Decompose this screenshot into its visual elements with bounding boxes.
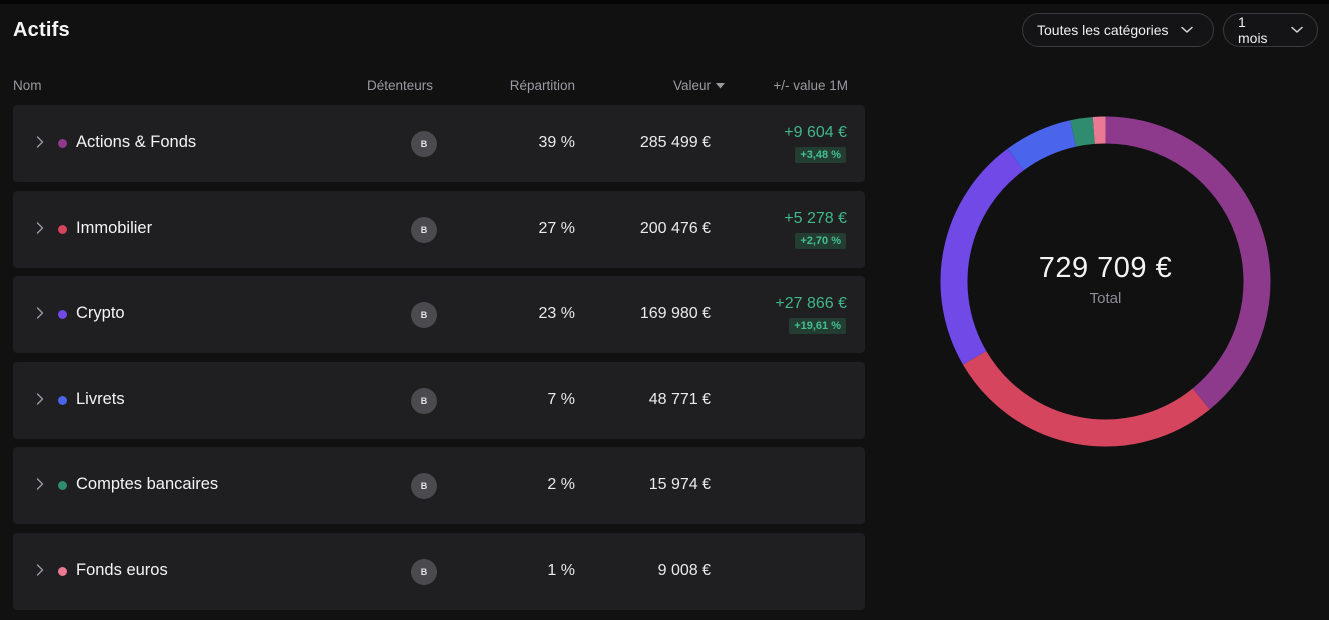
donut-slice-crypto[interactable] — [940, 148, 1024, 365]
donut-slice-livrets[interactable] — [1007, 120, 1077, 171]
column-header-nom[interactable]: Nom — [13, 78, 42, 93]
asset-row[interactable]: Immobilier B 27 % 200 476 € +5 278 € +2,… — [13, 191, 865, 268]
asset-delta-percent-badge: +2,70 % — [795, 233, 846, 249]
asset-share: 27 % — [538, 220, 575, 237]
category-color-dot — [58, 396, 67, 405]
asset-delta: +5 278 € — [784, 210, 847, 227]
holder-avatar[interactable]: B — [411, 559, 437, 585]
chevron-right-icon[interactable] — [36, 564, 44, 576]
asset-name: Crypto — [76, 304, 125, 322]
category-filter-label: Toutes les catégories — [1037, 22, 1169, 38]
asset-share: 7 % — [547, 391, 575, 408]
asset-row[interactable]: Crypto B 23 % 169 980 € +27 866 € +19,61… — [13, 276, 865, 353]
asset-value: 9 008 € — [657, 562, 711, 579]
category-color-dot — [58, 225, 67, 234]
chevron-right-icon[interactable] — [36, 136, 44, 148]
asset-value: 48 771 € — [648, 391, 711, 408]
holder-avatar[interactable]: B — [411, 388, 437, 414]
page-title: Actifs — [13, 19, 70, 41]
holder-avatar[interactable]: B — [411, 131, 437, 157]
chevron-right-icon[interactable] — [36, 393, 44, 405]
category-color-dot — [58, 310, 67, 319]
asset-delta: +9 604 € — [784, 124, 847, 141]
donut-slice-comptes-bancaires[interactable] — [1070, 116, 1096, 147]
donut-slice-immobilier[interactable] — [962, 350, 1210, 447]
donut-svg — [940, 116, 1271, 447]
donut-slice-actions-fonds[interactable] — [1105, 116, 1271, 410]
category-color-dot — [58, 567, 67, 576]
asset-name: Comptes bancaires — [76, 475, 219, 493]
asset-delta-percent-badge: +3,48 % — [795, 147, 846, 163]
sort-desc-icon — [716, 82, 725, 89]
chevron-right-icon[interactable] — [36, 222, 44, 234]
asset-name: Fonds euros — [76, 561, 168, 579]
period-filter-label: 1 mois — [1238, 14, 1268, 46]
asset-name: Immobilier — [76, 219, 153, 237]
column-header-valeur-label: Valeur — [672, 78, 711, 93]
column-header-detenteurs[interactable]: Détenteurs — [367, 78, 434, 93]
holder-avatar[interactable]: B — [411, 217, 437, 243]
category-color-dot — [58, 139, 67, 148]
donut-total-label: Total — [1089, 290, 1122, 307]
category-filter-dropdown[interactable]: Toutes les catégories — [1022, 13, 1214, 47]
asset-value: 285 499 € — [639, 134, 711, 151]
asset-value: 200 476 € — [639, 220, 711, 237]
column-header-valeur[interactable]: Valeur — [600, 78, 725, 93]
asset-name: Actions & Fonds — [76, 133, 197, 151]
allocation-donut-chart — [940, 116, 1271, 447]
asset-row[interactable]: Livrets B 7 % 48 771 € — [13, 362, 865, 439]
holder-avatar[interactable]: B — [411, 302, 437, 328]
asset-delta: +27 866 € — [775, 295, 847, 312]
asset-share: 23 % — [538, 305, 575, 322]
asset-share: 2 % — [547, 476, 575, 493]
asset-name: Livrets — [76, 390, 125, 408]
chevron-right-icon[interactable] — [36, 307, 44, 319]
asset-row[interactable]: Comptes bancaires B 2 % 15 974 € — [13, 447, 865, 524]
asset-delta-percent-badge: +19,61 % — [789, 318, 846, 334]
chevron-down-icon — [1180, 26, 1193, 34]
asset-share: 39 % — [538, 134, 575, 151]
asset-value: 169 980 € — [639, 305, 711, 322]
asset-value: 15 974 € — [648, 476, 711, 493]
asset-share: 1 % — [547, 562, 575, 579]
category-color-dot — [58, 481, 67, 490]
asset-row[interactable]: Fonds euros B 1 % 9 008 € — [13, 533, 865, 610]
holder-avatar[interactable]: B — [411, 473, 437, 499]
column-header-repartition[interactable]: Répartition — [509, 78, 575, 93]
column-header-variation[interactable]: +/- value 1M — [773, 78, 848, 93]
period-filter-dropdown[interactable]: 1 mois — [1223, 13, 1318, 47]
donut-total-value: 729 709 € — [1038, 252, 1173, 284]
asset-row[interactable]: Actions & Fonds B 39 % 285 499 € +9 604 … — [13, 105, 865, 182]
chevron-down-icon — [1291, 26, 1303, 34]
chevron-right-icon[interactable] — [36, 478, 44, 490]
top-border — [0, 0, 1329, 4]
